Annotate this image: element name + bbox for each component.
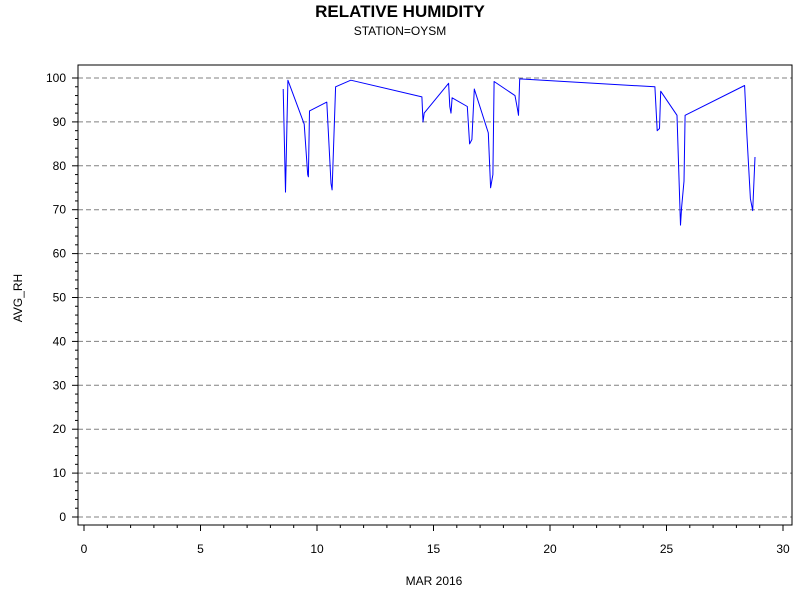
chart-title: RELATIVE HUMIDITY: [315, 2, 485, 21]
plot-frame: [77, 64, 793, 526]
x-axis-label: MAR 2016: [406, 574, 463, 588]
y-tick-label-20: 20: [53, 422, 67, 436]
x-tick-label-0: 0: [81, 542, 88, 556]
y-tick-label-80: 80: [53, 159, 67, 173]
y-tick-label-40: 40: [53, 334, 67, 348]
x-tick-label-5: 5: [197, 542, 204, 556]
y-tick-label-30: 30: [53, 378, 67, 392]
y-tick-label-90: 90: [53, 115, 67, 129]
y-tick-label-50: 50: [53, 291, 67, 305]
y-axis-label: AVG_RH: [11, 274, 25, 322]
x-tick-label-30: 30: [776, 542, 790, 556]
grid-lines: [78, 77, 792, 518]
x-tick-label-10: 10: [310, 542, 324, 556]
y-tick-label-100: 100: [46, 71, 66, 85]
y-tick-label-0: 0: [59, 510, 66, 524]
x-tick-label-20: 20: [543, 542, 557, 556]
x-tick-label-25: 25: [660, 542, 674, 556]
series-line-0: [282, 78, 756, 226]
axes: [77, 64, 793, 526]
y-tick-label-70: 70: [53, 203, 67, 217]
axis-ticks: 0 10 20 30 40 50 60 70 80 90 100 0 5 10 15 20 25 30: [46, 71, 790, 556]
y-tick-label-60: 60: [53, 247, 67, 261]
data-series: [282, 78, 756, 226]
chart-subtitle: STATION=OYSM: [354, 24, 447, 38]
x-tick-label-15: 15: [427, 542, 441, 556]
y-tick-label-10: 10: [53, 466, 67, 480]
